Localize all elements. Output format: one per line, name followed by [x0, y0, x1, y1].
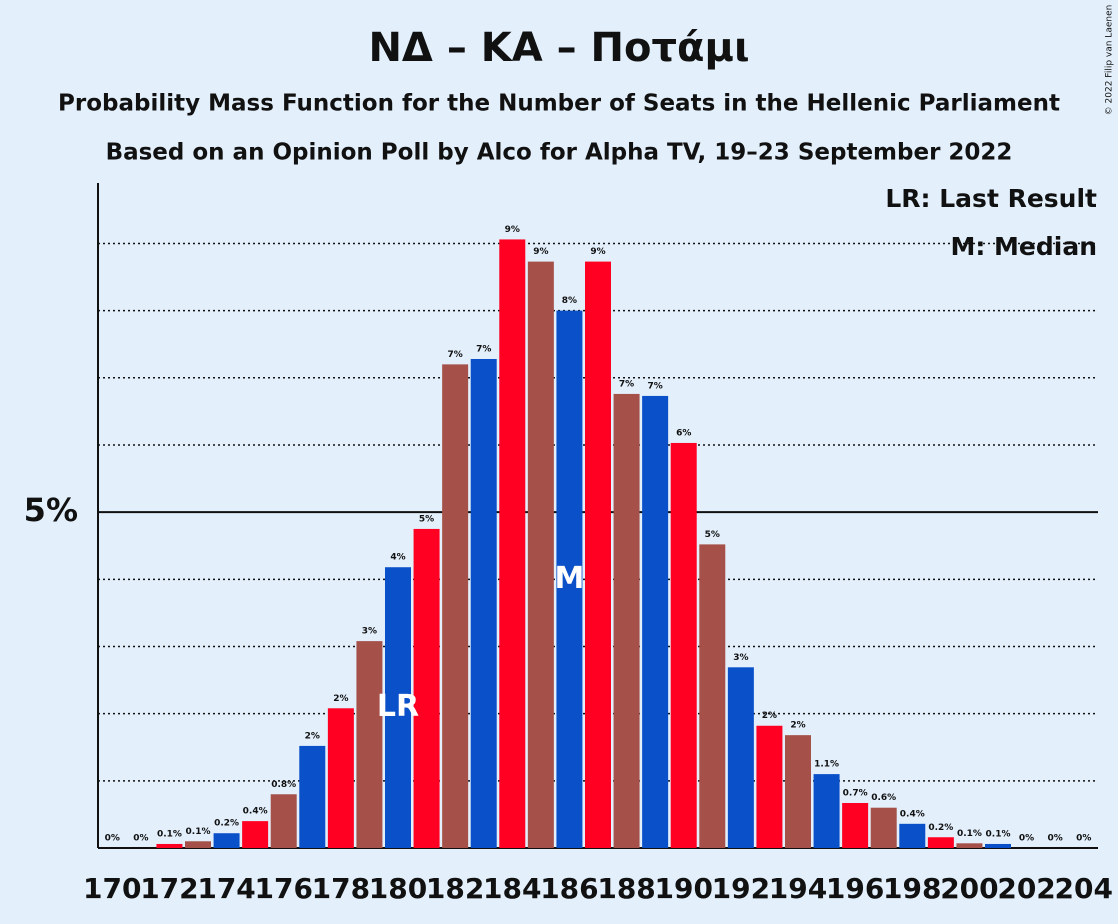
value-label: 9% — [533, 247, 548, 257]
copyright: © 2022 Filip van Laenen — [1105, 5, 1115, 116]
value-label: 1.1% — [814, 760, 839, 770]
x-tick-label: 202 — [997, 872, 1055, 905]
chart-subtitle: Probability Mass Function for the Number… — [58, 91, 1060, 117]
x-tick-label: 186 — [540, 872, 598, 905]
x-tick-label: 178 — [312, 872, 370, 905]
x-tick-label: 196 — [826, 872, 884, 905]
bar — [442, 364, 469, 848]
bar — [556, 310, 583, 849]
value-label: 4% — [390, 553, 405, 563]
value-label: 5% — [419, 514, 434, 524]
bar — [185, 841, 211, 848]
x-tick-label: 188 — [597, 872, 655, 905]
value-label: 0.7% — [843, 788, 868, 798]
value-label: 2% — [333, 694, 348, 704]
bar — [385, 567, 411, 848]
value-label: 0.4% — [900, 809, 925, 819]
bar — [699, 544, 726, 848]
x-tick-label: 192 — [712, 872, 770, 905]
bar — [413, 528, 440, 848]
x-tick-label: 200 — [940, 872, 998, 905]
x-tick-label: 194 — [769, 872, 827, 905]
bar — [985, 843, 1011, 848]
x-tick-label: 198 — [883, 872, 941, 905]
marker-label: M — [554, 561, 584, 596]
x-tick-label: 180 — [369, 872, 427, 905]
bar — [642, 395, 669, 848]
bar — [899, 823, 926, 848]
x-tick-label: 174 — [197, 872, 255, 905]
value-label: 0.1% — [157, 829, 182, 839]
x-tick-label: 190 — [654, 872, 712, 905]
bar — [356, 641, 383, 848]
chart-subtitle: Based on an Opinion Poll by Alco for Alp… — [106, 140, 1013, 166]
bar — [156, 843, 183, 848]
value-label: 0.2% — [928, 823, 953, 833]
chart-title: ΝΔ – ΚΑ – Ποτάμι — [368, 25, 749, 71]
value-label: 0.8% — [271, 780, 296, 790]
marker-label: LR — [377, 689, 419, 724]
bar — [213, 833, 240, 848]
value-label: 7% — [619, 379, 634, 389]
value-label: 9% — [505, 225, 520, 235]
value-label: 0% — [1048, 834, 1063, 844]
bar — [527, 261, 554, 848]
value-label: 0.4% — [243, 807, 268, 817]
x-tick-label: 204 — [1054, 872, 1112, 905]
value-label: 2% — [762, 711, 777, 721]
value-label: 0% — [133, 834, 148, 844]
bar — [670, 442, 697, 848]
value-label: 0% — [1076, 834, 1091, 844]
x-tick-label: 184 — [483, 872, 541, 905]
bar — [270, 794, 297, 848]
value-label: 8% — [562, 296, 577, 306]
bar — [870, 807, 897, 848]
value-label: 9% — [590, 247, 605, 257]
bar — [242, 821, 269, 848]
bar — [327, 708, 354, 848]
value-label: 3% — [362, 627, 377, 637]
value-label: 7% — [476, 344, 491, 354]
value-label: 7% — [648, 381, 663, 391]
bar — [842, 802, 869, 848]
x-tick-label: 176 — [254, 872, 312, 905]
value-label: 0.2% — [214, 819, 239, 829]
bar — [727, 667, 754, 848]
y-tick-label: 5% — [24, 491, 78, 529]
legend-entry: LR: Last Result — [885, 184, 1097, 213]
value-label: 0% — [105, 834, 120, 844]
value-label: 5% — [705, 530, 720, 540]
value-label: 3% — [733, 653, 748, 663]
bar — [785, 735, 811, 848]
value-label: 0.1% — [986, 829, 1011, 839]
value-label: 0.6% — [871, 793, 896, 803]
bar — [613, 393, 640, 848]
bar — [756, 725, 783, 848]
value-label: 0.1% — [957, 829, 982, 839]
bar — [813, 774, 840, 848]
x-tick-label: 172 — [140, 872, 198, 905]
x-tick-label: 170 — [83, 872, 141, 905]
value-label: 6% — [676, 428, 691, 438]
bar — [299, 745, 326, 848]
bar — [956, 843, 983, 848]
value-label: 7% — [448, 350, 463, 360]
bar — [470, 358, 497, 848]
value-label: 0.1% — [186, 827, 211, 837]
x-tick-label: 182 — [426, 872, 484, 905]
value-label: 0% — [1019, 834, 1034, 844]
bar — [585, 261, 611, 848]
bar — [927, 837, 954, 848]
bar — [499, 239, 526, 848]
legend-entry: M: Median — [950, 232, 1097, 261]
value-label: 2% — [305, 731, 320, 741]
value-label: 2% — [790, 721, 805, 731]
